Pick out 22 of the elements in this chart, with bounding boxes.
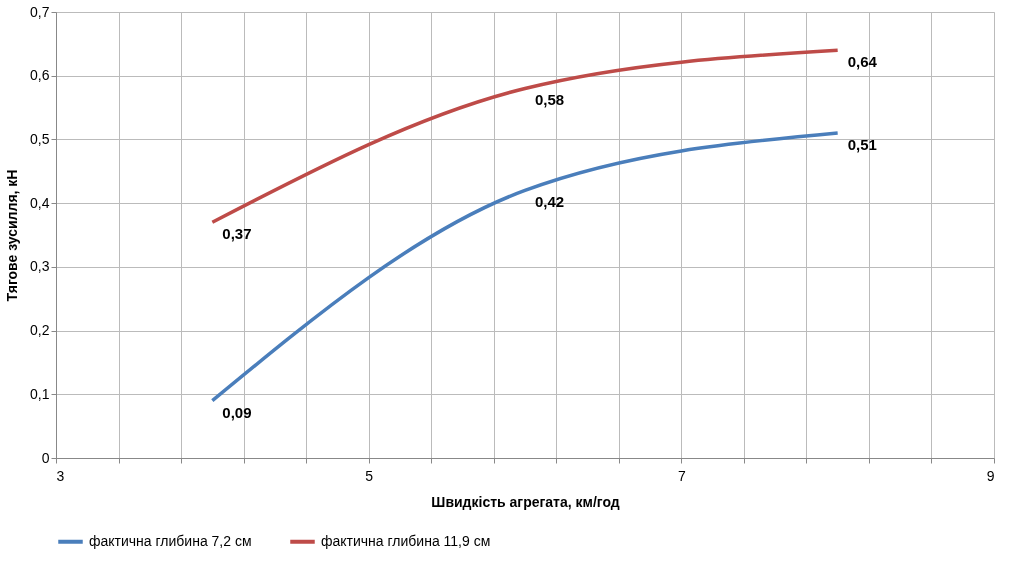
y-tick-label: 0 xyxy=(41,449,50,466)
x-tick-label: 9 xyxy=(986,467,995,484)
y-axis-title: Тягове зусилля, кН xyxy=(4,169,21,302)
y-tick-label: 0,5 xyxy=(30,130,50,147)
data-label: 0,37 xyxy=(222,225,252,243)
data-label: 0,58 xyxy=(535,91,565,109)
legend-label: фактична глибина 7,2 см xyxy=(89,532,252,549)
y-tick-label: 0,3 xyxy=(30,258,50,275)
x-axis-title: Швидкість агрегата, км/год xyxy=(431,493,620,510)
y-tick-label: 0,4 xyxy=(30,194,50,211)
data-label: 0,09 xyxy=(222,403,252,421)
data-label: 0,64 xyxy=(847,53,878,71)
x-tick-label: 7 xyxy=(677,467,686,484)
y-tick-label: 0,7 xyxy=(30,3,50,20)
x-tick-label: 5 xyxy=(365,467,374,484)
y-tick-label: 0,1 xyxy=(30,385,50,402)
x-tick-label: 3 xyxy=(56,467,65,484)
data-label: 0,51 xyxy=(847,136,877,154)
y-tick-label: 0,2 xyxy=(30,322,50,339)
legend-label: фактична глибина 11,9 см xyxy=(321,532,491,549)
data-label: 0,42 xyxy=(535,193,565,211)
y-tick-label: 0,6 xyxy=(30,67,50,84)
